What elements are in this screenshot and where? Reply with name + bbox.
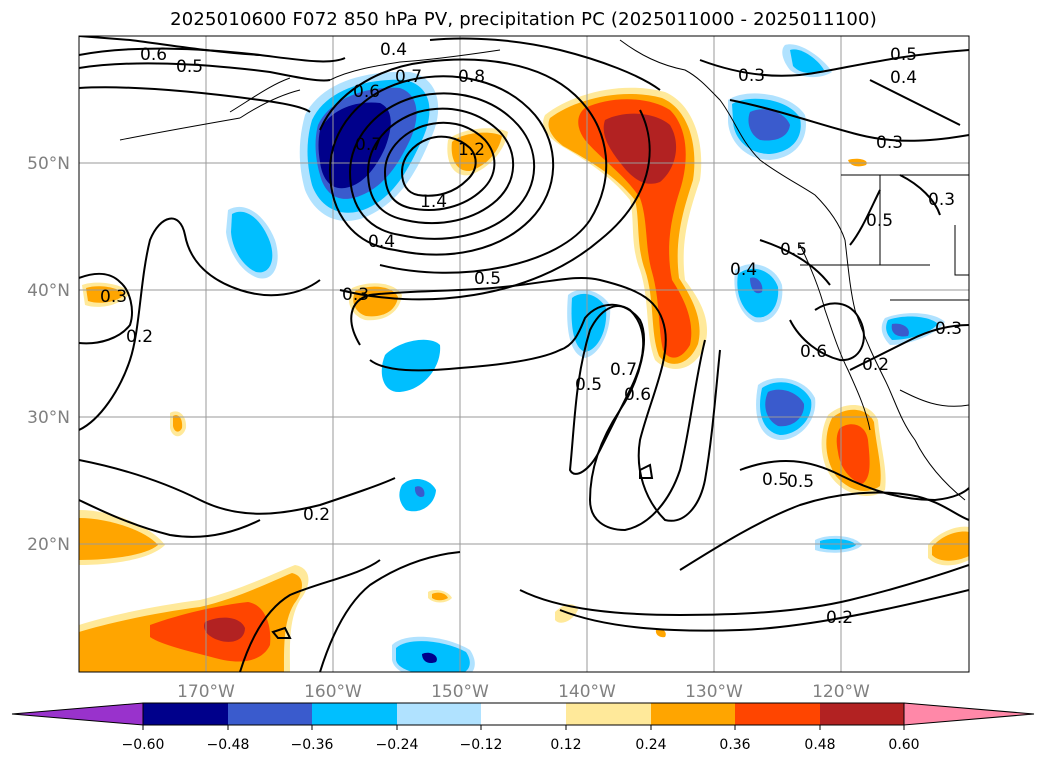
precip-negative-region xyxy=(750,277,763,294)
lon-tick-label: 150°W xyxy=(431,682,489,702)
contour-label: 0.6 xyxy=(624,385,651,405)
colorbar-ticks xyxy=(142,725,905,730)
precip-fill-layer xyxy=(79,44,969,672)
precip-negative-region xyxy=(422,652,437,664)
contour-label: 1.2 xyxy=(458,140,485,160)
colorbar-tick-label: −0.48 xyxy=(207,737,250,753)
contour-label: 0.3 xyxy=(738,66,765,86)
coastlines xyxy=(119,39,969,501)
contour-label: 0.4 xyxy=(368,232,395,252)
contour-label: 0.3 xyxy=(928,190,955,210)
contour-label: 0.5 xyxy=(866,211,893,231)
contour-label: 0.8 xyxy=(458,67,485,87)
contour-label: 0.3 xyxy=(100,287,127,307)
pv-contours xyxy=(79,36,969,672)
colorbar-tick-label: 0.12 xyxy=(550,737,581,753)
colorbar-tick-label: −0.24 xyxy=(376,737,419,753)
colorbar-tick-label: −0.36 xyxy=(291,737,334,753)
colorbar-extend-max xyxy=(903,702,1035,726)
colorbar-tick-label: 0.36 xyxy=(719,737,750,753)
graticule xyxy=(79,36,969,672)
colorbar-extend-min xyxy=(11,702,144,726)
colorbar-tick-label: 0.24 xyxy=(635,737,666,753)
colorbar-segment xyxy=(566,703,651,725)
contour-label: 0.6 xyxy=(800,342,827,362)
colorbar-segment xyxy=(397,703,481,725)
contour-label: 0.2 xyxy=(862,355,889,375)
precip-positive-region xyxy=(836,424,870,484)
colorbar-tick-label: −0.12 xyxy=(460,737,503,753)
contour-label: 0.3 xyxy=(935,319,962,339)
precip-negative-region xyxy=(790,49,824,74)
contour-label-layer: 0.6 0.5 0.4 0.6 0.7 0.8 0.7 1.2 1.4 0.4 … xyxy=(100,40,962,628)
contour-label: 0.7 xyxy=(610,360,637,380)
contour-label: 0.7 xyxy=(395,67,422,87)
lon-tick-label: 140°W xyxy=(558,682,616,702)
colorbar-segment xyxy=(735,703,820,725)
colorbar-segment xyxy=(228,703,312,725)
precip-positive-region xyxy=(603,113,677,184)
precip-negative-region xyxy=(748,109,790,141)
colorbar-tick-label: −0.60 xyxy=(122,737,165,753)
lat-axis: 50°N 40°N 30°N 20°N xyxy=(27,154,70,555)
precip-negative-region xyxy=(414,486,425,497)
precip-positive-region xyxy=(173,415,183,432)
contour-label: 0.3 xyxy=(342,285,369,305)
precip-negative-region xyxy=(381,339,441,393)
lon-axis: 170°W 160°W 150°W 140°W 130°W 120°W xyxy=(177,682,870,702)
lat-tick-label: 50°N xyxy=(27,154,70,174)
contour-label: 0.2 xyxy=(126,327,153,347)
precip-positive-region xyxy=(451,132,502,172)
lon-tick-label: 160°W xyxy=(304,682,362,702)
lat-tick-label: 20°N xyxy=(27,535,70,555)
contour-label: 0.5 xyxy=(474,269,501,289)
precip-positive-region xyxy=(932,531,969,561)
contour-label: 0.5 xyxy=(780,240,807,260)
contour-label: 0.5 xyxy=(762,470,789,490)
precip-positive-region xyxy=(204,617,245,642)
precip-positive-region xyxy=(79,518,158,560)
colorbar-segment xyxy=(312,703,397,725)
colorbar-segment xyxy=(820,703,904,725)
contour-label: 0.4 xyxy=(730,260,757,280)
contour-label: 0.5 xyxy=(575,375,602,395)
colorbar-segment xyxy=(481,703,566,725)
contour-label: 0.5 xyxy=(890,45,917,65)
precip-positive-region xyxy=(432,592,448,601)
colorbar-segment xyxy=(651,703,735,725)
contour-label: 0.4 xyxy=(380,40,407,60)
map-panel: 0.6 0.5 0.4 0.6 0.7 0.8 0.7 1.2 1.4 0.4 … xyxy=(79,36,969,672)
precip-positive-region xyxy=(655,629,666,638)
lon-tick-label: 170°W xyxy=(177,682,235,702)
contour-label: 0.7 xyxy=(355,135,382,155)
contour-label: 0.2 xyxy=(303,505,330,525)
precip-negative-region xyxy=(231,211,273,273)
lon-tick-label: 120°W xyxy=(812,682,870,702)
contour-label: 0.5 xyxy=(787,472,814,492)
contour-label: 0.2 xyxy=(826,608,853,628)
colorbar-tick-label: 0.48 xyxy=(804,737,835,753)
figure-title: 2025010600 F072 850 hPa PV, precipitatio… xyxy=(170,9,877,30)
colorbar-frame xyxy=(142,702,905,726)
lat-tick-label: 40°N xyxy=(27,281,70,301)
contour-label: 0.6 xyxy=(140,45,167,65)
contour-label: 1.4 xyxy=(420,192,447,212)
map-frame xyxy=(78,35,970,673)
lon-tick-label: 130°W xyxy=(685,682,743,702)
contour-label: 0.3 xyxy=(876,133,903,153)
colorbar-tick-label: 0.60 xyxy=(888,737,919,753)
contour-label: 0.6 xyxy=(353,82,380,102)
lat-tick-label: 30°N xyxy=(27,408,70,428)
colorbar: −0.60 −0.48 −0.36 −0.24 −0.12 0.12 0.24 … xyxy=(11,702,1035,753)
precip-negative-region xyxy=(891,323,909,337)
contour-label: 0.4 xyxy=(890,68,917,88)
contour-label: 0.5 xyxy=(176,57,203,77)
colorbar-segment xyxy=(143,703,228,725)
